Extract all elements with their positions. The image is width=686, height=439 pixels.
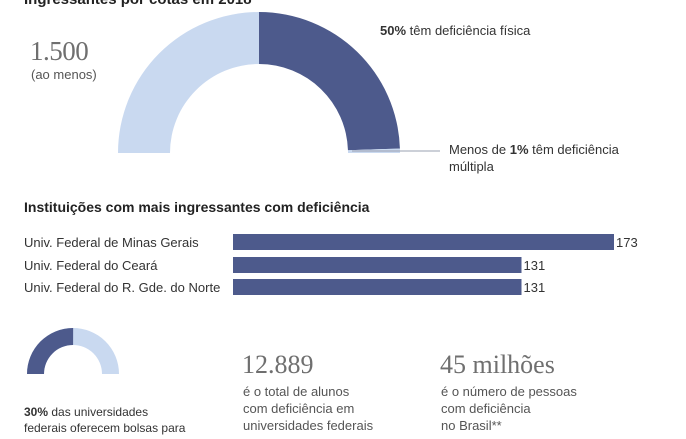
annotation-multiple-pct: 1% [509,142,529,157]
stat2-line3: no Brasil** [441,418,502,433]
annotation-physical-pct: 50% [380,23,407,38]
annotation-physical-text: têm deficiência física [409,23,531,38]
slice-other [118,12,259,153]
big-number-subtitle: (ao menos) [31,67,97,82]
annotation-physical: 50% têm deficiência física [380,23,530,39]
bolsas-pct: 30% [24,405,49,419]
stat1-line2: com deficiência em [243,401,355,416]
section1-title: Ingressantes por cotas em 2018 [24,0,252,8]
annotation-multiple-pre: Menos de [449,142,507,157]
bolsas-text-line1: das universidades [51,405,149,419]
bar [233,279,522,295]
bolsas-text-line2: federais oferecem bolsas para [24,421,186,435]
bar-category-label: Univ. Federal do R. Gde. do Norte [24,280,220,295]
bar [233,234,614,250]
annotation-multiple-line2: múltipla [449,159,494,174]
section2-title: Instituições com mais ingressantes com d… [24,199,370,215]
bar-value-label: 131 [524,258,546,273]
slice-offer [27,328,74,374]
stat2-line2: com deficiência [441,401,531,416]
stat1-number: 12.889 [242,350,314,379]
stat2-line1: é o número de pessoas [441,384,577,399]
stat1-line1: é o total de alunos [243,384,350,399]
stat2-number: 45 milhões [440,350,555,379]
slice-physical [259,12,400,151]
bar-value-label: 173 [616,235,638,250]
annotation-multiple: Menos de 1% têm deficiência [449,142,619,158]
bar-category-label: Univ. Federal do Ceará [24,258,158,273]
bar [233,257,522,273]
bar-value-label: 131 [524,280,546,295]
slice-not-offer [72,328,119,374]
annotation-multiple-text: têm deficiência [532,142,619,157]
stat1-line3: universidades federais [243,418,374,433]
big-number: 1.500 [30,36,89,66]
bolsas-text: 30% das universidades [24,405,148,420]
bar-category-label: Univ. Federal de Minas Gerais [24,235,199,250]
